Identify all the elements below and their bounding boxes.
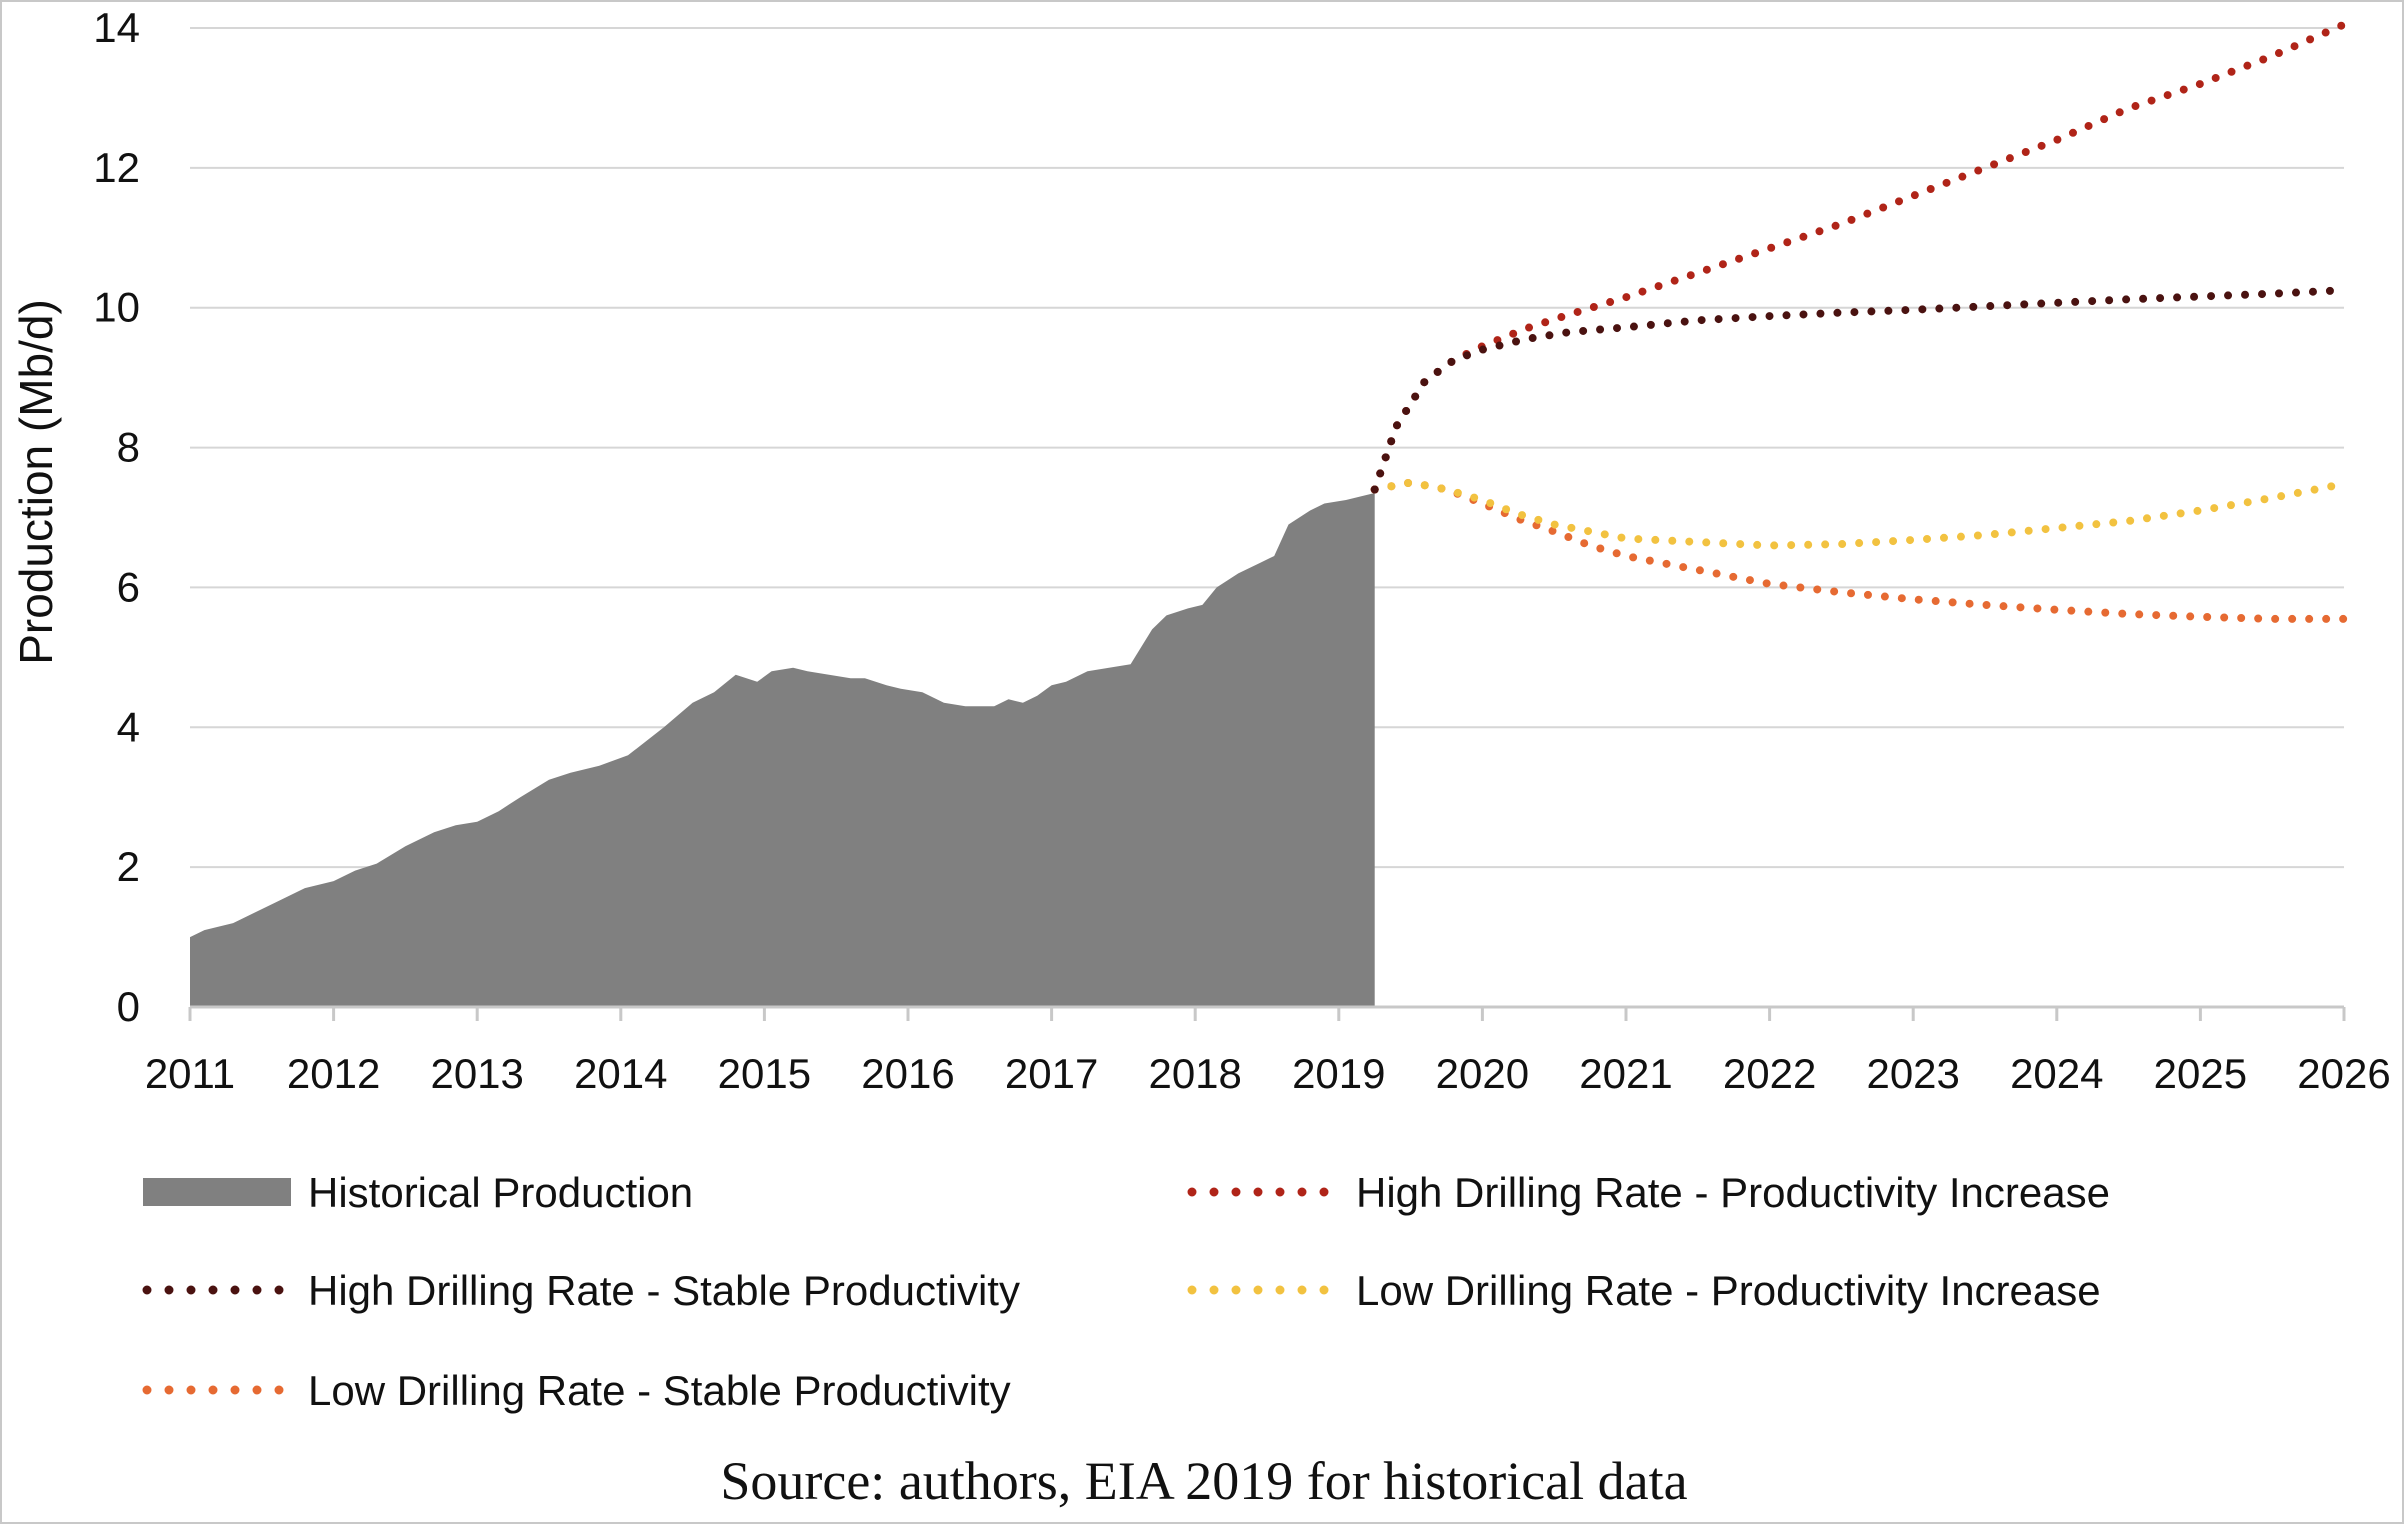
x-tick-label-2022: 2022 [1723,1050,1816,1097]
x-tick-label-2016: 2016 [861,1050,954,1097]
x-tick-label-2011: 2011 [145,1050,235,1097]
y-tick-label-0: 0 [117,983,140,1030]
x-tick-label-2015: 2015 [718,1050,811,1097]
legend-label-high-drilling-rate-stable-productivity: High Drilling Rate - Stable Productivity [308,1267,1020,1314]
y-tick-label-4: 4 [117,703,140,750]
y-tick-label-2: 2 [117,843,140,890]
historical-production-area [190,493,1375,1007]
x-tick-label-2019: 2019 [1292,1050,1385,1097]
legend: Historical Production High Drilling Rate … [142,1169,2110,1414]
x-axis [188,1005,2346,1021]
legend-label-high-drilling-rate-productivity-increase: High Drilling Rate - Productivity Increa… [1356,1169,2110,1216]
legend-label-low-drilling-rate-stable-productivity: Low Drilling Rate - Stable Productivity [308,1367,1011,1414]
y-tick-label-12: 12 [93,144,140,191]
legend-swatch-historical-production [143,1178,291,1206]
series-line-low-drilling-rate-stable-productivity [1370,478,2348,623]
x-axis-tick-labels: 2011 2012 2013 2014 2015 2016 2017 2018 2019 2020… [145,1050,2391,1097]
x-tick-label-2026: 2026 [2297,1050,2390,1097]
x-tick-label-2025: 2025 [2154,1050,2247,1097]
x-tick-label-2017: 2017 [1005,1050,1098,1097]
source-note: Source: authors, EIA 2019 for historical… [720,1451,1688,1511]
series-line-high-drilling-rate-productivity-increase [1370,20,2348,494]
y-tick-label-6: 6 [117,563,140,610]
x-tick-label-2014: 2014 [574,1050,667,1097]
series-line-high-drilling-rate-stable-productivity [1370,286,2348,494]
legend-label-historical-production: Historical Production [308,1169,693,1216]
y-axis-label: Production (Mb/d) [10,299,62,665]
y-tick-label-14: 14 [93,4,140,51]
historical-area-layer [190,493,1375,1007]
legend-label-low-drilling-rate-productivity-increase: Low Drilling Rate - Productivity Increas… [1356,1267,2101,1314]
y-tick-label-10: 10 [93,284,140,331]
x-tick-label-2023: 2023 [1866,1050,1959,1097]
x-tick-label-2020: 2020 [1436,1050,1529,1097]
x-tick-label-2024: 2024 [2010,1050,2103,1097]
y-tick-label-8: 8 [117,424,140,471]
x-tick-label-2018: 2018 [1148,1050,1241,1097]
y-axis-tick-labels: 0 2 4 6 8 10 12 14 [93,4,140,1030]
x-tick-label-2012: 2012 [287,1050,380,1097]
x-tick-label-2013: 2013 [430,1050,523,1097]
x-tick-label-2021: 2021 [1579,1050,1672,1097]
series-line-low-drilling-rate-productivity-increase [1370,478,2348,550]
projection-series-layer [1370,20,2348,623]
